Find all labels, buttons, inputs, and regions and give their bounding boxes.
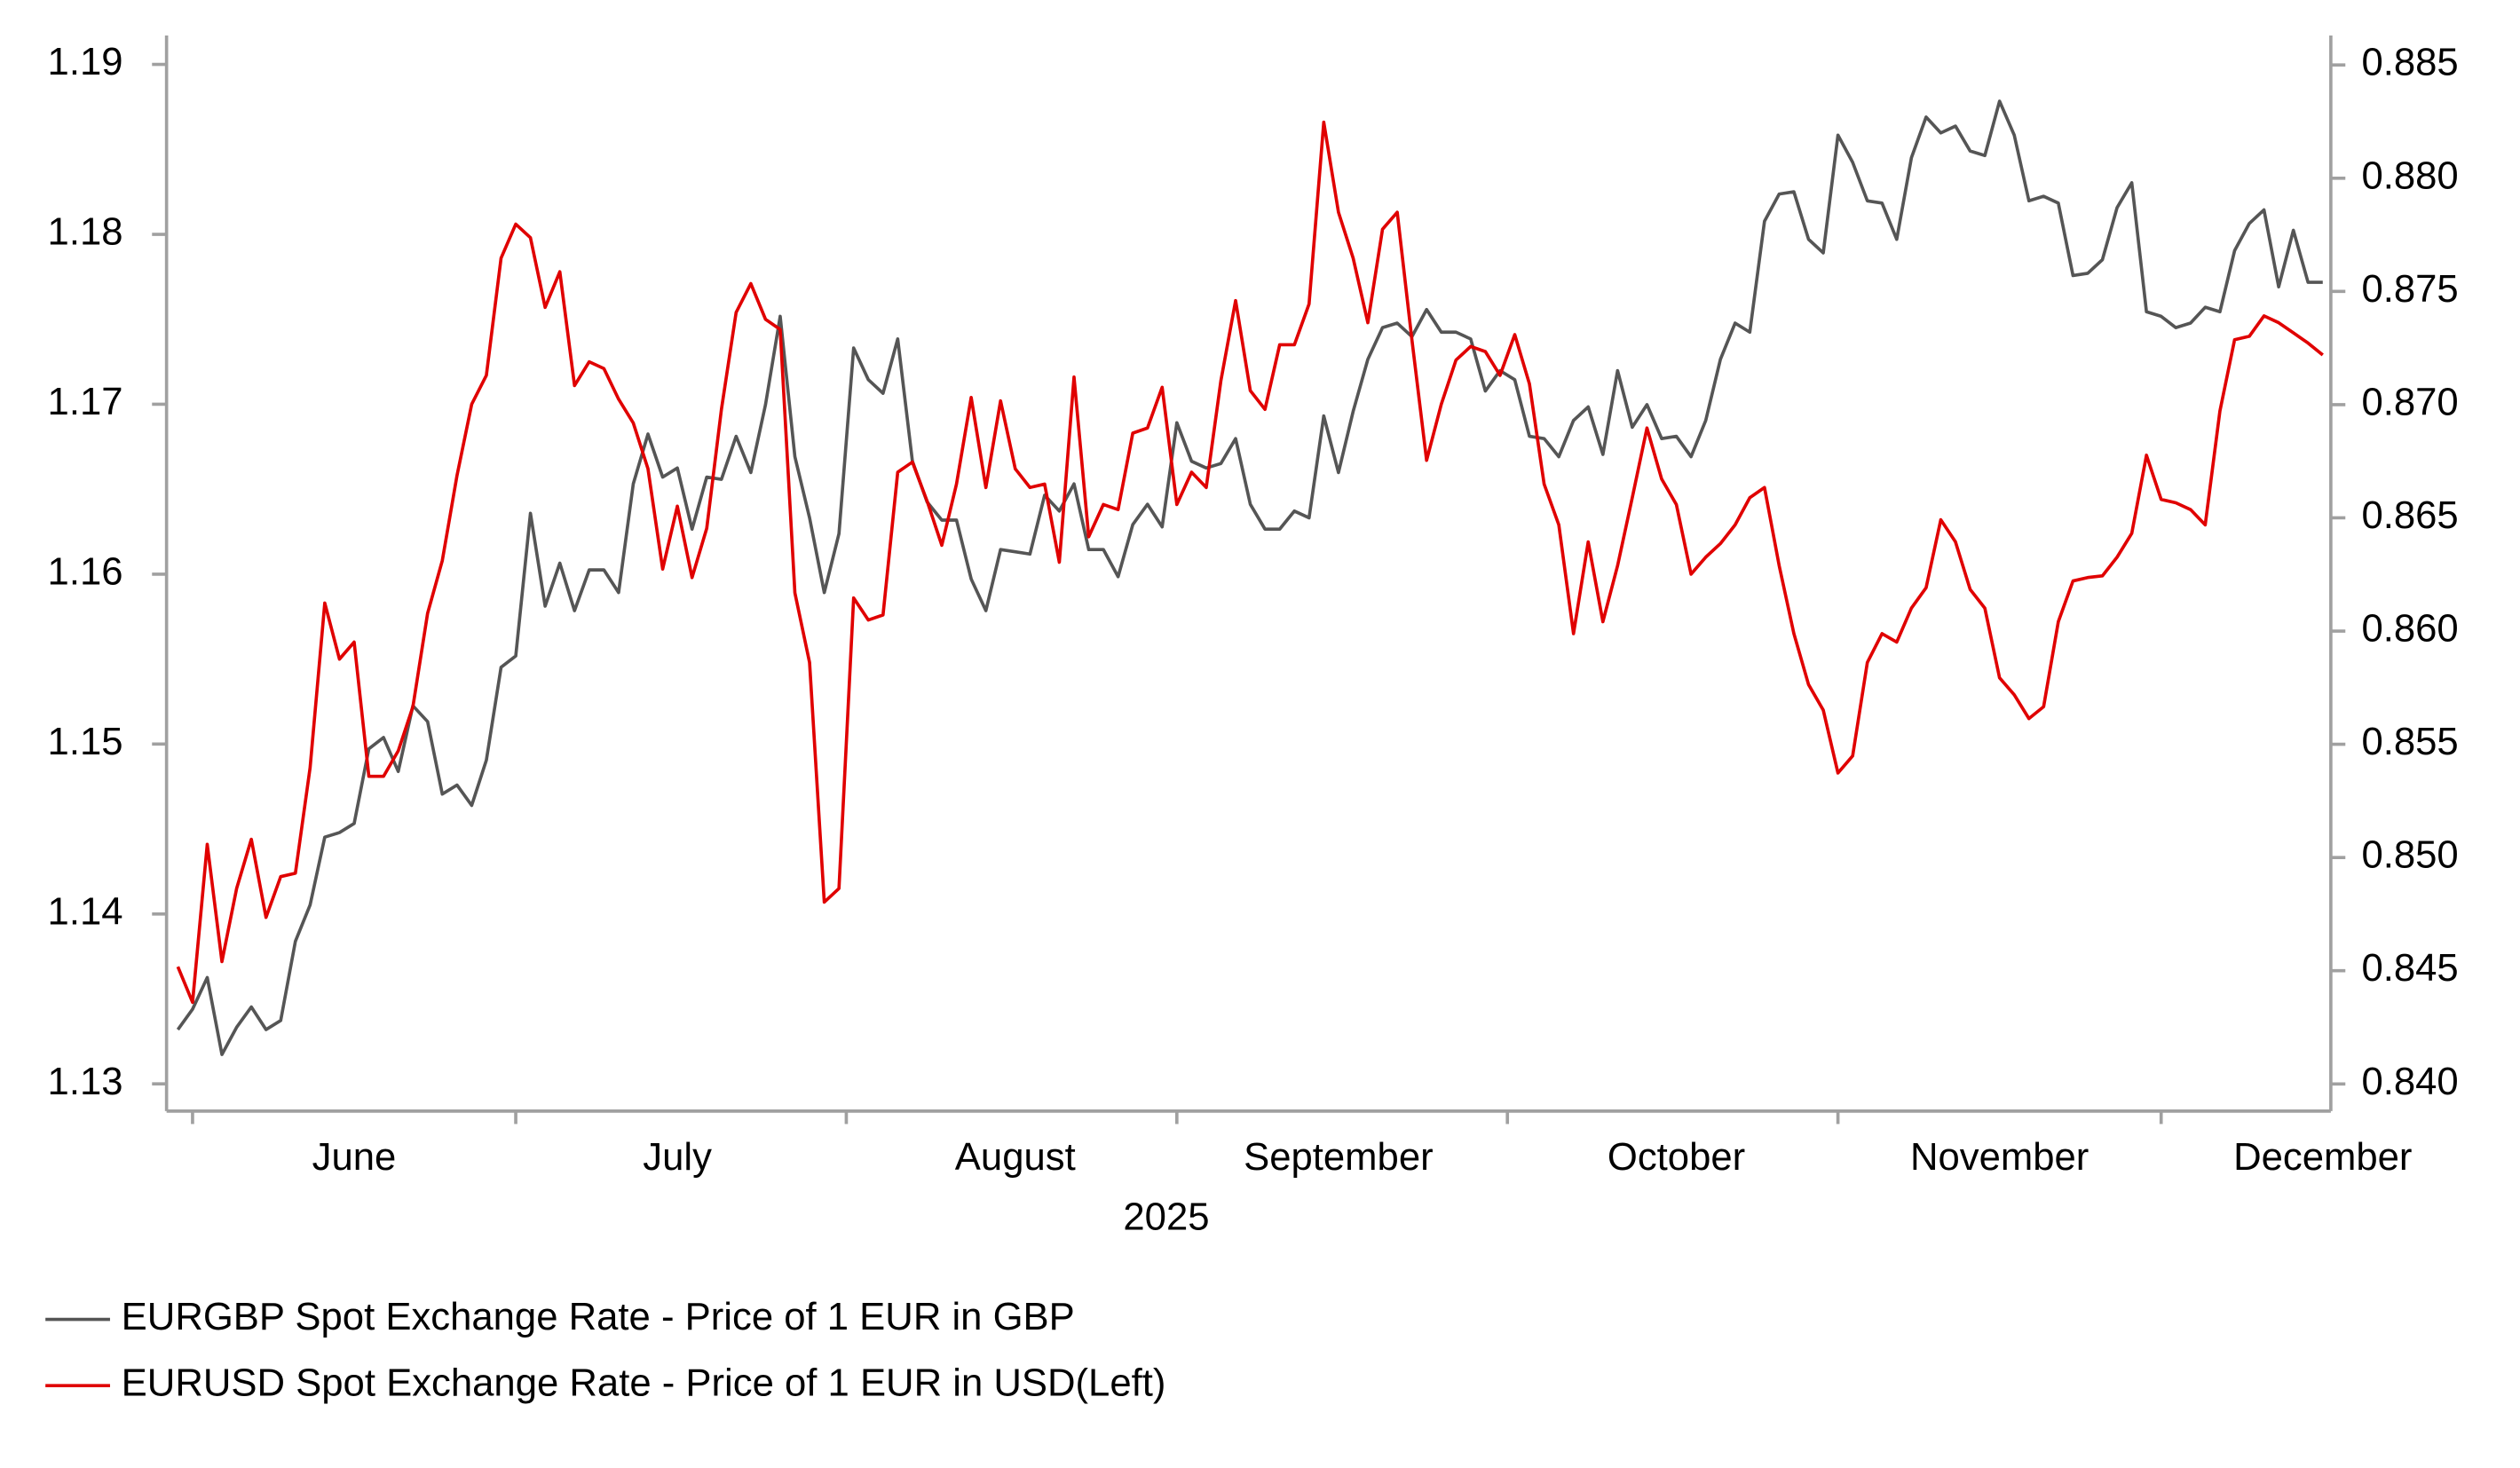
y-tick-label: 1.17 [48, 380, 123, 423]
x-tick-label: August [955, 1135, 1076, 1179]
x-axis-label: 2025 [1123, 1195, 1209, 1238]
x-tick-label: October [1608, 1135, 1745, 1179]
y-tick-label: 1.15 [48, 720, 123, 763]
y2-tick-label: 0.885 [2361, 41, 2458, 84]
y2-tick-label: 0.860 [2361, 607, 2458, 651]
y-tick-label: 1.19 [48, 40, 123, 83]
y-tick-label: 1.18 [48, 210, 123, 254]
y2-tick-label: 0.875 [2361, 267, 2458, 311]
x-tick-label: July [643, 1135, 712, 1179]
x-tick-label: September [1244, 1135, 1434, 1179]
x-tick-label: December [2233, 1135, 2412, 1179]
x-tick-label: June [312, 1135, 397, 1179]
y2-tick-label: 0.865 [2361, 493, 2458, 537]
y2-tick-label: 0.870 [2361, 380, 2458, 423]
y-tick-label: 1.16 [48, 549, 123, 593]
y-tick-label: 1.13 [48, 1060, 123, 1103]
legend-label: EURUSD Spot Exchange Rate - Price of 1 E… [122, 1361, 1166, 1405]
series-line [176, 99, 2323, 1056]
y-tick-label: 1.14 [48, 889, 123, 933]
x-tick-label: November [1910, 1135, 2089, 1179]
y2-tick-label: 0.840 [2361, 1060, 2458, 1103]
y2-tick-label: 0.880 [2361, 154, 2458, 197]
y2-tick-label: 0.845 [2361, 946, 2458, 990]
y2-tick-label: 0.855 [2361, 720, 2458, 763]
legend-label: EURGBP Spot Exchange Rate - Price of 1 E… [122, 1295, 1075, 1338]
series-line [176, 120, 2324, 1005]
y2-tick-label: 0.850 [2361, 833, 2458, 877]
